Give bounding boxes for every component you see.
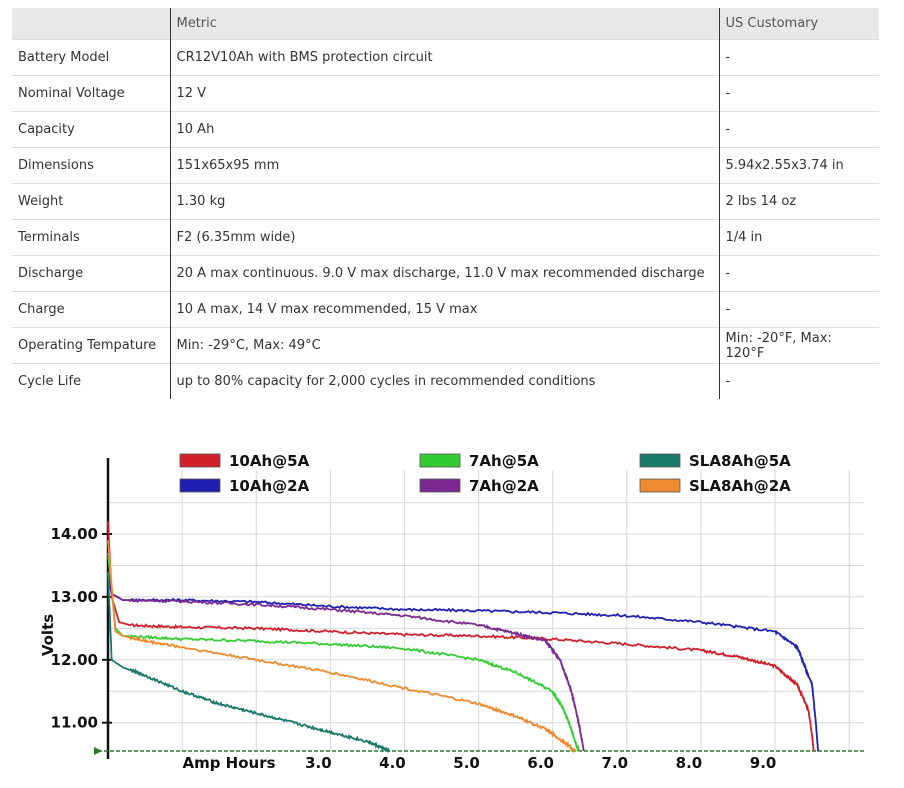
legend-swatch [639,453,681,468]
legend-label: 7Ah@2A [469,477,539,495]
us-customary-cell: - [718,363,879,399]
us-customary-cell: - [718,111,879,148]
legend-label: 10Ah@5A [229,452,310,470]
x-tick-label: 6.0 [527,754,554,772]
table-row: Operating Tempature Min: -29°C, Max: 49°C… [12,327,879,364]
x-tick-label: 7.0 [602,754,629,772]
table-header-us-customary: US Customary [718,8,879,40]
chart-series [107,521,819,754]
table-row: Battery Model CR12V10Ah with BMS protecti… [12,39,879,76]
table-header-metric: Metric [169,8,719,40]
table-row: Dimensions 151x65x95 mm 5.94x2.55x3.74 in [12,147,879,184]
us-customary-cell: Min: -20°F, Max: 120°F [718,327,879,364]
metric-cell: 1.30 kg [169,183,719,220]
y-tick-label: 11.00 [51,714,98,732]
legend-label: SLA8Ah@5A [689,452,791,470]
table-row: Charge 10 A max, 14 V max recommended, 15… [12,291,879,328]
legend-label: 7Ah@5A [469,452,539,470]
x-tick-label: 5.0 [453,754,480,772]
row-label-cell: Capacity [12,111,170,148]
row-label-cell: Discharge [12,255,170,292]
metric-cell: up to 80% capacity for 2,000 cycles in r… [169,363,719,399]
table-header-row: Metric US Customary [12,8,879,40]
metric-cell: Min: -29°C, Max: 49°C [169,327,719,364]
legend-label: 10Ah@2A [229,477,310,495]
metric-cell: 10 A max, 14 V max recommended, 15 V max [169,291,719,328]
legend-label: SLA8Ah@2A [689,477,791,495]
row-label-cell: Operating Tempature [12,327,170,364]
metric-cell: F2 (6.35mm wide) [169,219,719,256]
x-tick-label: 4.0 [379,754,406,772]
x-tick-label: 9.0 [750,754,777,772]
y-tick-label: 14.00 [51,525,98,543]
metric-cell: 10 Ah [169,111,719,148]
row-label-cell: Cycle Life [12,363,170,399]
series-line [107,577,819,752]
us-customary-cell: - [718,75,879,112]
spec-table: Metric US Customary Battery Model CR12V10… [12,8,879,399]
table-row: Discharge 20 A max continuous. 9.0 V max … [12,255,879,292]
legend-swatch [639,478,681,493]
legend-swatch [419,478,461,493]
us-customary-cell: 2 lbs 14 oz [718,183,879,220]
series-line [107,571,390,754]
series-line [107,540,576,754]
y-tick-label: 13.00 [51,588,98,606]
series-line [107,521,815,751]
x-tick-label: 8.0 [676,754,703,772]
metric-cell: 20 A max continuous. 9.0 V max discharge… [169,255,719,292]
table-row: Capacity 10 Ah - [12,111,879,148]
discharge-chart: 10Ah@5A 10Ah@2A 7Ah@5A 7Ah@2A SLA8Ah@5A SLA8A… [39,452,864,772]
legend-swatch [179,478,221,493]
series-line [107,571,585,752]
table-row: Terminals F2 (6.35mm wide) 1/4 in [12,219,879,256]
legend-swatch [179,453,221,468]
us-customary-cell: - [718,255,879,292]
us-customary-cell: 5.94x2.55x3.74 in [718,147,879,184]
chart-tick-labels: 14.00 13.00 12.00 11.00 3.0 4.0 5.0 6.0 7.0 8.0 9.… [51,525,777,772]
y-tick-label: 12.00 [51,651,98,669]
row-label-cell: Weight [12,183,170,220]
y-axis-label: Volts [39,614,57,656]
row-label-cell: Battery Model [12,39,170,76]
us-customary-cell: - [718,291,879,328]
row-label-cell: Nominal Voltage [12,75,170,112]
chart-axes [94,458,864,759]
chart-legend: 10Ah@5A 10Ah@2A 7Ah@5A 7Ah@2A SLA8Ah@5A SLA8A… [179,452,791,495]
table-header-cell [12,8,170,40]
table-row: Nominal Voltage 12 V- [12,75,879,112]
table-row: Cycle Life up to 80% capacity for 2,000 c… [12,363,879,399]
x-tick-label: 3.0 [305,754,332,772]
us-customary-cell: - [718,39,879,76]
x-axis-label: Amp Hours [182,754,275,772]
legend-swatch [419,453,461,468]
us-customary-cell: 1/4 in [718,219,879,256]
metric-cell: CR12V10Ah with BMS protection circuit [169,39,719,76]
metric-cell: 151x65x95 mm [169,147,719,184]
row-label-cell: Terminals [12,219,170,256]
row-label-cell: Charge [12,291,170,328]
x-axis-marker [94,747,102,755]
metric-cell: 12 V [169,75,719,112]
row-label-cell: Dimensions [12,147,170,184]
table-row: Weight 1.30 kg 2 lbs 14 oz [12,183,879,220]
series-line [107,552,580,753]
